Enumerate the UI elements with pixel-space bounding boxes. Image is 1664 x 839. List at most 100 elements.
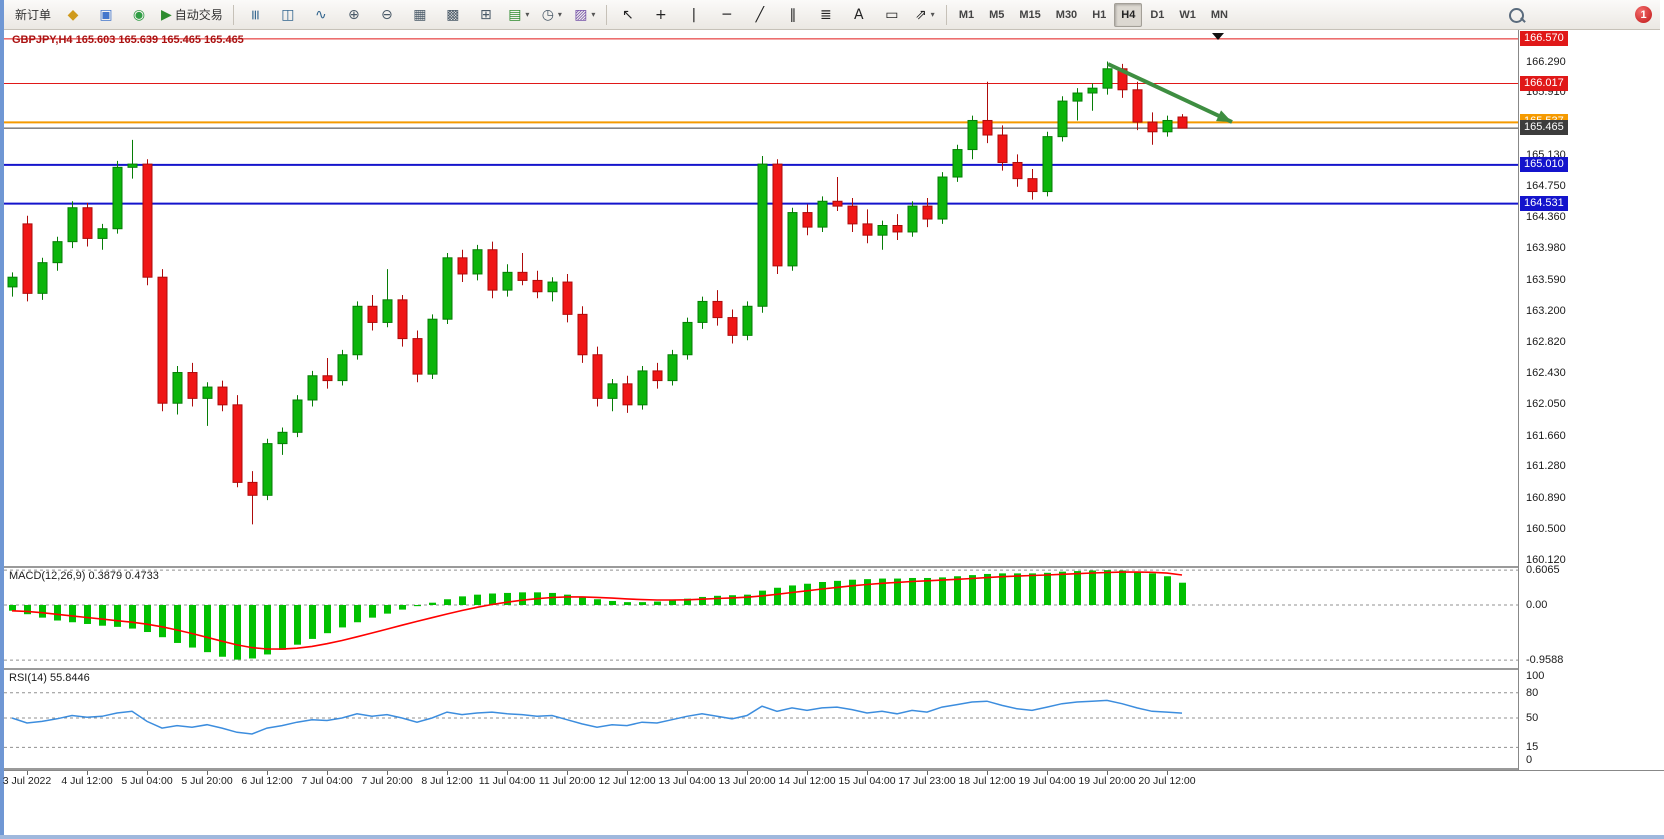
rsi-scale-tick: 50	[1526, 712, 1539, 724]
zoom-in-icon: ⊕	[347, 6, 360, 23]
main-chart-pane[interactable]: GBPJPY,H4 165.603 165.639 165.465 165.46…	[4, 30, 1518, 566]
timeframe-h1[interactable]: H1	[1092, 8, 1107, 21]
trend-arrow[interactable]	[1107, 62, 1233, 124]
notification-badge[interactable]: 1	[1635, 6, 1652, 23]
timeframe-m1[interactable]: M1	[958, 8, 975, 21]
macd-pane[interactable]: MACD(12,26,9) 0.3879 0.4733	[4, 568, 1518, 668]
new-order-button[interactable]: 新订单	[10, 2, 56, 28]
time-axis-tick	[687, 771, 688, 775]
price-level-label: 165.010	[1520, 156, 1568, 172]
price-scale-tick: 163.590	[1526, 273, 1566, 286]
channel-button[interactable]: ∥	[777, 2, 809, 28]
fibonacci-button[interactable]: ≣	[810, 2, 842, 28]
cascade-icon: ▩	[446, 6, 460, 23]
time-label: 18 Jul 12:00	[958, 775, 1016, 787]
candle-body	[832, 200, 843, 207]
horizontal-line-button[interactable]: ─	[711, 2, 743, 28]
market-depth-button[interactable]: ◆	[57, 2, 89, 28]
candle-body	[442, 257, 453, 320]
price-scale-tick: 161.660	[1526, 429, 1566, 442]
price-scale-tick: 163.200	[1526, 305, 1566, 318]
cascade-button[interactable]: ▩	[437, 2, 469, 28]
time-label: 19 Jul 04:00	[1018, 775, 1076, 787]
time-axis-tick	[927, 771, 928, 775]
vertical-line-button[interactable]: |	[678, 2, 710, 28]
periods-button[interactable]: ◷ ▾	[536, 2, 568, 28]
time-axis-tick	[87, 771, 88, 775]
candle-body	[877, 224, 888, 236]
candlestick-button[interactable]: ◫	[272, 2, 304, 28]
rsi-scale-tick: 80	[1526, 686, 1539, 699]
candle-body	[697, 300, 708, 323]
time-axis-tick	[387, 771, 388, 775]
price-scale[interactable]: 166.290 165.910 165.130 164.750 164.360 163.9…	[1518, 30, 1664, 770]
autotrade-button[interactable]: ▶ 自动交易	[156, 2, 228, 28]
timeframe-mn[interactable]: MN	[1210, 8, 1228, 21]
candle-body	[427, 318, 438, 375]
templates-button[interactable]: ▨ ▾	[569, 2, 601, 28]
candle-body	[382, 299, 393, 323]
time-label: 3 Jul 2022	[2, 775, 52, 787]
macd-signal-line	[11, 571, 1183, 650]
right-offset-marker[interactable]	[1212, 33, 1224, 40]
candle-body	[1087, 87, 1098, 94]
price-scale-tick: 163.980	[1526, 242, 1566, 255]
candle-body	[1162, 119, 1173, 133]
time-label: 17 Jul 23:00	[898, 775, 956, 787]
timeframe-m5[interactable]: M5	[989, 8, 1005, 21]
chevron-down-icon: ▾	[557, 10, 562, 19]
zoom-in-button[interactable]: ⊕	[338, 2, 370, 28]
crosshair-button[interactable]: +	[645, 2, 677, 28]
timeframe-d1[interactable]: D1	[1150, 8, 1165, 21]
rsi-scale-tick: 15	[1526, 741, 1539, 754]
candle-body	[712, 300, 723, 319]
candle-body	[592, 354, 603, 399]
timeframe-w1[interactable]: W1	[1179, 8, 1196, 21]
price-scale-tick: 162.050	[1526, 398, 1566, 411]
time-axis-tick	[327, 771, 328, 775]
time-axis-tick	[627, 771, 628, 775]
candle-body	[142, 163, 153, 278]
tile-windows-button[interactable]: ▦	[404, 2, 436, 28]
rsi-pane[interactable]: RSI(14) 55.8446	[4, 670, 1518, 768]
label-button[interactable]: ▭	[876, 2, 908, 28]
price-level-label: 164.531	[1520, 195, 1568, 211]
rsi-line	[11, 699, 1183, 735]
clock-icon: ◷	[541, 6, 554, 23]
zoom-out-button[interactable]: ⊖	[371, 2, 403, 28]
horizontal-levels[interactable]	[4, 38, 1518, 205]
timeframe-m30[interactable]: M30	[1055, 8, 1078, 21]
search-icon[interactable]	[1509, 8, 1524, 23]
candle-body	[1072, 92, 1083, 102]
line-chart-button[interactable]: ∿	[305, 2, 337, 28]
timeframe-h4[interactable]: H4	[1114, 2, 1143, 27]
market-watch-button[interactable]: ▣	[90, 2, 122, 28]
candle-body	[97, 228, 108, 239]
candle-body	[187, 372, 198, 399]
time-label: 14 Jul 12:00	[778, 775, 836, 787]
pane-separator[interactable]	[4, 768, 1664, 770]
time-axis[interactable]: 3 Jul 2022 4 Jul 12:00 5 Jul 04:00 5 Jul 20…	[2, 770, 1664, 801]
candle-body	[982, 119, 993, 136]
pane-separator[interactable]	[4, 566, 1664, 568]
new-chart-button[interactable]: ▤ ▾	[503, 2, 535, 28]
candle-body	[772, 163, 783, 267]
candle-body	[952, 149, 963, 178]
pane-separator[interactable]	[4, 668, 1664, 670]
bar-chart-button[interactable]: ≡	[239, 2, 271, 28]
trendline-button[interactable]: ╱	[744, 2, 776, 28]
price-scale-tick: 162.820	[1526, 335, 1566, 348]
signals-button[interactable]: ◉	[123, 2, 155, 28]
cursor-button[interactable]: ↖	[612, 2, 644, 28]
macd-histogram	[9, 570, 1186, 660]
candle-body	[1012, 161, 1023, 180]
channel-icon: ∥	[789, 6, 797, 23]
timeframe-m15[interactable]: M15	[1019, 8, 1041, 21]
candle-body	[292, 399, 303, 433]
time-axis-tick	[747, 771, 748, 775]
arrange-button[interactable]: ⊞	[470, 2, 502, 28]
vertical-line-icon: |	[691, 6, 697, 23]
text-button[interactable]: A	[843, 2, 875, 28]
shapes-button[interactable]: ⇗ ▾	[909, 2, 941, 28]
